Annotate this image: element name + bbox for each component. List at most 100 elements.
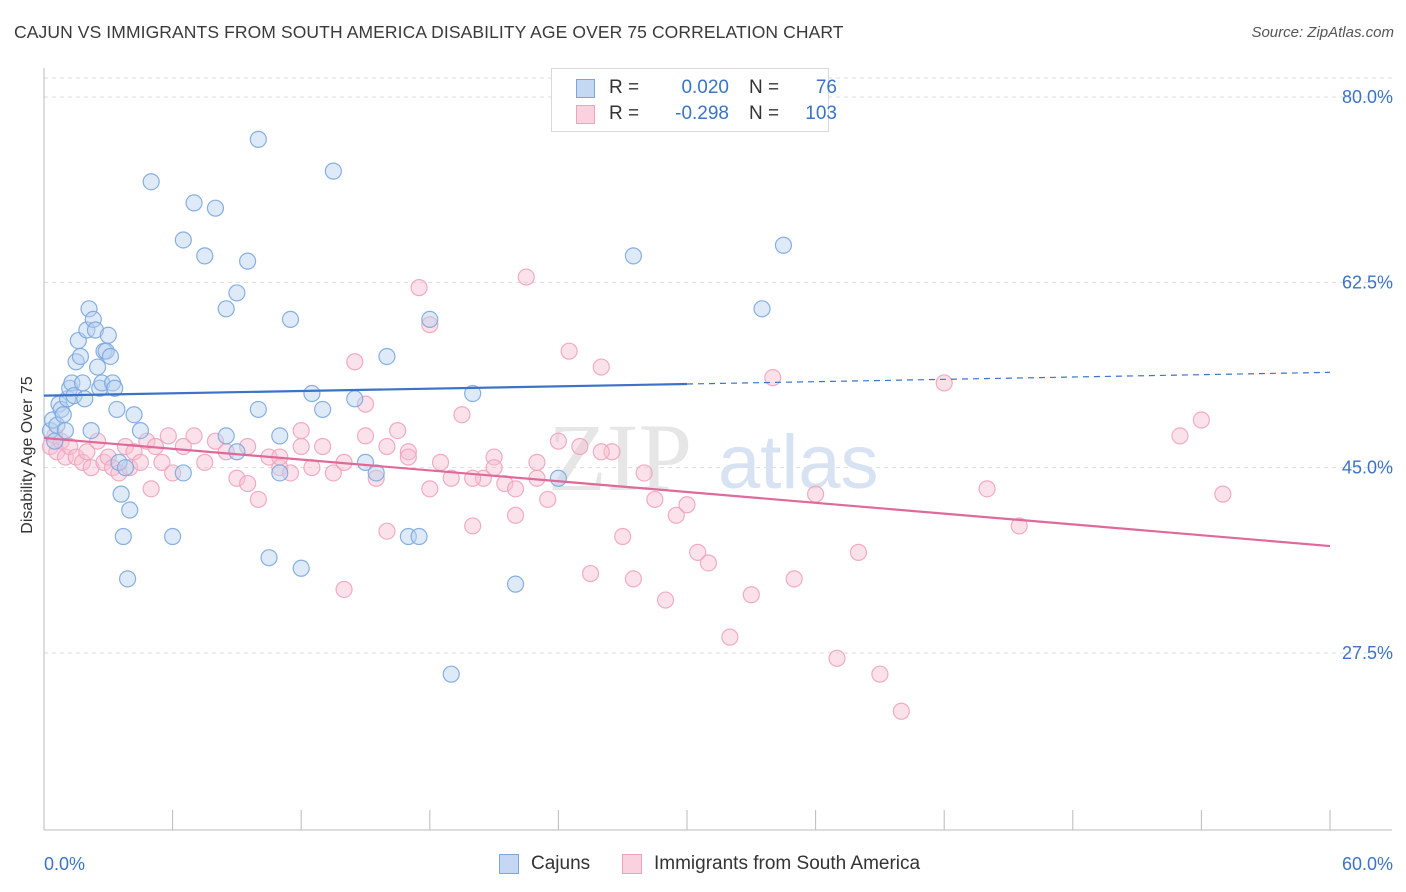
cajuns-point-36 bbox=[118, 570, 137, 588]
immigrants-point-19 bbox=[138, 432, 156, 450]
cajuns-trend-extension bbox=[686, 371, 1331, 385]
immigrants-point-96 bbox=[399, 448, 417, 466]
tick-labels: 27.5% 45.0% 62.5% 80.0% 0.0% 60.0% bbox=[44, 87, 1393, 874]
cajuns-point-19 bbox=[82, 422, 100, 440]
immigrants-point-99 bbox=[292, 437, 310, 456]
legend-label-cajuns: Cajuns bbox=[531, 853, 591, 874]
cajuns-point-65 bbox=[228, 443, 246, 461]
watermark: ZIP atlas bbox=[548, 404, 879, 511]
immigrants-point-83 bbox=[892, 702, 910, 720]
cajuns-point-21 bbox=[86, 321, 105, 339]
cajuns-point-55 bbox=[314, 400, 332, 419]
immigrants-point-17 bbox=[125, 443, 143, 461]
immigrants-point-47 bbox=[410, 279, 428, 297]
immigrants-point-81 bbox=[849, 543, 868, 561]
immigrants-point-30 bbox=[228, 469, 246, 487]
immigrants-point-28 bbox=[206, 432, 225, 450]
immigrants-point-80 bbox=[828, 649, 846, 667]
immigrants-point-16 bbox=[121, 459, 139, 477]
r-label: R = bbox=[609, 103, 640, 124]
cajuns-point-39 bbox=[131, 422, 150, 440]
immigrants-point-9 bbox=[82, 459, 100, 477]
immigrants-point-93 bbox=[506, 480, 525, 498]
cajuns-point-49 bbox=[249, 400, 267, 419]
immigrants-point-49 bbox=[431, 453, 450, 471]
cajuns-point-51 bbox=[271, 464, 289, 482]
source-note: Source: ZipAtlas.com bbox=[1251, 24, 1394, 41]
immigrants-point-61 bbox=[560, 342, 578, 360]
cajuns-point-56 bbox=[346, 390, 364, 408]
immigrants-point-79 bbox=[806, 485, 825, 503]
cajuns-point-18 bbox=[80, 300, 98, 318]
immigrants-point-41 bbox=[346, 353, 364, 371]
cajuns-point-15 bbox=[73, 374, 92, 392]
r-value: -0.298 bbox=[675, 103, 729, 124]
cajuns-point-27 bbox=[99, 326, 117, 344]
cajuns-point-47 bbox=[228, 284, 246, 302]
cajuns-point-70 bbox=[549, 469, 568, 487]
immigrants-point-67 bbox=[624, 570, 643, 588]
immigrants-point-32 bbox=[249, 490, 267, 509]
immigrants-point-73 bbox=[689, 543, 707, 561]
y-tick-label-3: 80.0% bbox=[1342, 87, 1393, 107]
cajuns-point-46 bbox=[217, 300, 235, 318]
cajuns-point-53 bbox=[292, 559, 310, 577]
immigrants-point-23 bbox=[159, 427, 177, 445]
correlation-legend: R = 0.020 N = 76 R = -0.298 N = 103 bbox=[551, 68, 837, 132]
immigrants-point-75 bbox=[721, 628, 739, 646]
cajuns-point-69 bbox=[506, 575, 525, 593]
immigrants-point-42 bbox=[356, 395, 375, 413]
cajuns-point-38 bbox=[125, 406, 143, 424]
immigrants-point-88 bbox=[1214, 485, 1232, 503]
immigrants-point-45 bbox=[389, 422, 407, 440]
cajuns-point-14 bbox=[71, 347, 90, 366]
y-tick-label-2: 62.5% bbox=[1342, 272, 1393, 292]
cajuns-point-31 bbox=[108, 400, 126, 419]
immigrants-point-2 bbox=[48, 443, 66, 461]
immigrants-point-48 bbox=[421, 316, 439, 334]
cajuns-point-28 bbox=[101, 347, 120, 366]
legend-label-immigrants: Immigrants from South America bbox=[654, 853, 921, 874]
immigrants-point-98 bbox=[356, 427, 375, 445]
immigrants-point-59 bbox=[539, 490, 557, 509]
immigrants-point-43 bbox=[367, 469, 385, 487]
legend-row-immigrants: R = -0.298 N = 103 bbox=[576, 103, 837, 125]
cajuns-swatch bbox=[499, 854, 519, 874]
chart-title: CAJUN VS IMMIGRANTS FROM SOUTH AMERICA D… bbox=[14, 22, 844, 42]
immigrants-point-87 bbox=[1192, 411, 1211, 429]
x-tick-label-0: 0.0% bbox=[44, 854, 85, 874]
x-tick-label-1: 60.0% bbox=[1342, 854, 1393, 874]
immigrants-point-50 bbox=[442, 469, 460, 487]
n-value: 103 bbox=[805, 103, 837, 124]
cajuns-point-41 bbox=[164, 527, 182, 546]
immigrants-point-66 bbox=[614, 527, 632, 546]
immigrants-point-74 bbox=[699, 554, 718, 572]
cajuns-point-33 bbox=[112, 485, 130, 503]
immigrants-point-8 bbox=[78, 443, 96, 461]
immigrants-point-76 bbox=[742, 586, 760, 604]
cajuns-point-22 bbox=[88, 358, 107, 376]
legend-row-cajuns: R = 0.020 N = 76 bbox=[576, 77, 837, 99]
immigrants-point-100 bbox=[239, 474, 257, 493]
grid-layer bbox=[44, 77, 1392, 654]
cajuns-point-3 bbox=[48, 416, 66, 434]
immigrants-point-78 bbox=[785, 570, 803, 588]
cajuns-point-72 bbox=[753, 300, 771, 318]
y-axis-label: Disability Age Over 75 bbox=[19, 376, 36, 534]
cajuns-point-35 bbox=[116, 459, 135, 477]
watermark-zip: ZIP bbox=[548, 404, 692, 511]
immigrants-point-72 bbox=[678, 496, 696, 514]
cajuns-point-30 bbox=[106, 379, 124, 397]
immigrants-point-40 bbox=[335, 580, 353, 599]
cajuns-point-73 bbox=[774, 236, 793, 254]
cajuns-point-50 bbox=[260, 549, 278, 567]
cajuns-point-37 bbox=[121, 501, 139, 519]
cajuns-point-42 bbox=[174, 231, 192, 249]
immigrants-point-27 bbox=[196, 453, 214, 471]
immigrants-point-94 bbox=[528, 453, 546, 471]
cajuns-point-71 bbox=[624, 247, 643, 265]
y-tick-label-0: 27.5% bbox=[1342, 643, 1393, 663]
legend-item-cajuns: Cajuns bbox=[499, 852, 590, 876]
cajuns-point-74 bbox=[217, 427, 235, 445]
immigrants-point-18 bbox=[131, 453, 150, 471]
